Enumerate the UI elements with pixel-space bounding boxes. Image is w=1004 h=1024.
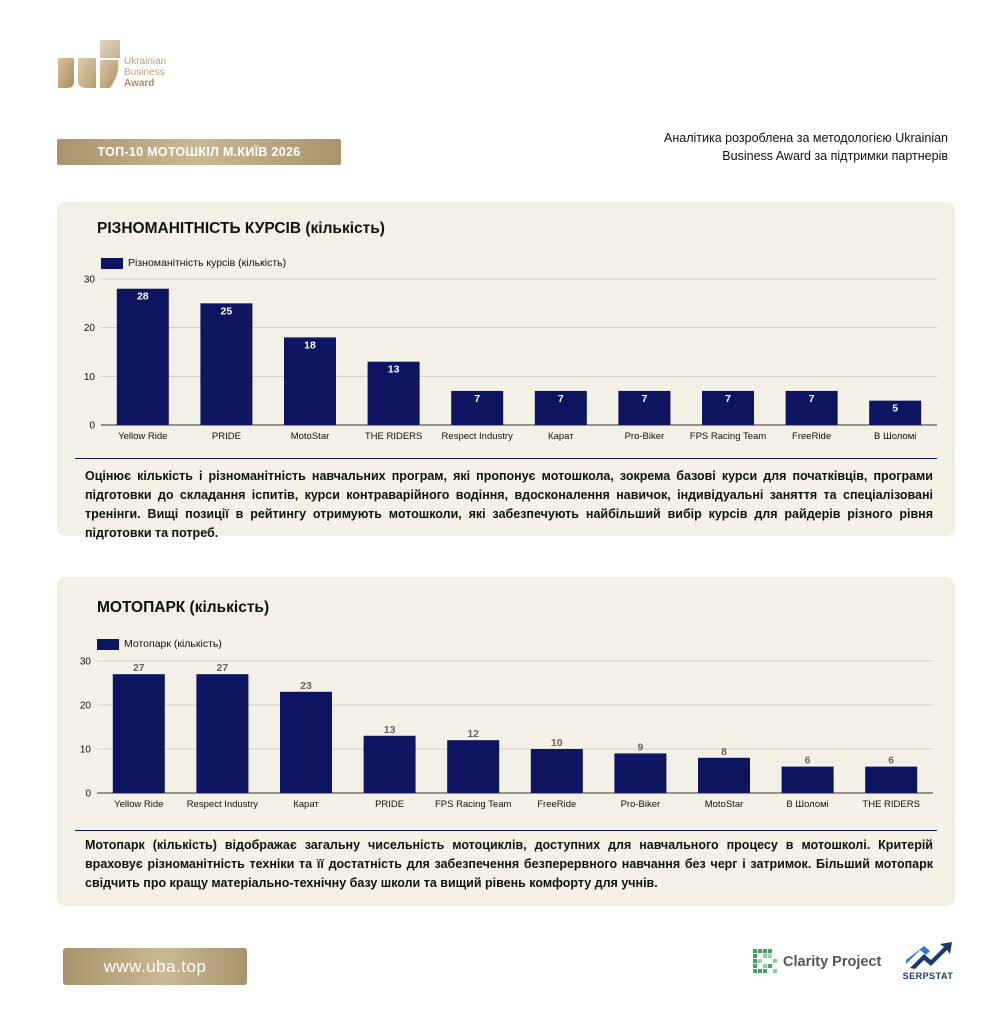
bar: [451, 390, 504, 425]
x-category-label: Respect Industry: [442, 431, 514, 442]
legend-swatch: [97, 638, 119, 650]
y-tick-label: 20: [84, 323, 96, 334]
x-category-label: THE RIDERS: [862, 799, 920, 810]
logo-line-2: Business: [124, 67, 165, 78]
legend-label: Різноманітність курсів (кількість): [128, 257, 287, 269]
bar: [112, 674, 165, 793]
y-tick-label: 0: [89, 421, 95, 432]
data-label: 8: [721, 746, 727, 758]
x-category-label: THE RIDERS: [365, 431, 423, 442]
bar: [367, 361, 420, 425]
panel-title: РІЗНОМАНІТНІСТЬ КУРСІВ (кількість): [97, 220, 385, 237]
x-category-label: MotoStar: [291, 431, 330, 442]
bar: [116, 288, 169, 425]
data-label: 5: [892, 403, 898, 415]
bar: [869, 400, 922, 425]
bar: [618, 390, 671, 425]
logo-line-1: Ukrainian: [124, 56, 167, 67]
bar: [530, 749, 583, 793]
bar: [865, 766, 918, 793]
data-label: 6: [888, 755, 894, 767]
bar: [447, 740, 500, 793]
ukrainian-business-award-logo: Ukrainian Business Award: [56, 36, 176, 92]
data-label: 7: [474, 393, 480, 405]
y-tick-label: 20: [80, 701, 92, 712]
course-variety-chart: 0 10 20 30 28 Yellow Ride 25 PRIDE 18 MotoStar 13 T…: [84, 275, 937, 442]
data-label: 18: [304, 339, 316, 351]
clarity-project-logo: Clarity Project: [753, 948, 881, 976]
serpstat-logo: SERPSTAT: [898, 940, 958, 984]
data-label: 27: [133, 662, 145, 674]
x-category-label: Yellow Ride: [118, 431, 167, 442]
bar: [284, 337, 336, 425]
x-category-label: FPS Racing Team: [690, 431, 766, 442]
serpstat-arrow-icon: [906, 942, 952, 969]
logo-line-3: Award: [124, 78, 155, 89]
bar: [781, 766, 834, 793]
y-tick-label: 30: [84, 275, 96, 286]
bar: [363, 735, 416, 793]
report-title-banner: ТОП-10 МОТОШКІЛ М.КИЇВ 2026: [57, 139, 341, 165]
panel-description: Мотопарк (кількість) відображає загальну…: [85, 838, 933, 890]
legend-swatch: [101, 257, 123, 269]
data-label: 7: [809, 393, 815, 405]
data-label: 9: [637, 741, 643, 753]
clarity-grid-icon: [753, 949, 777, 973]
data-label: 7: [725, 393, 731, 405]
x-category-label: FreeRide: [537, 799, 576, 810]
legend-label: Мотопарк (кількість): [124, 638, 222, 650]
x-category-label: В Шоломі: [874, 431, 916, 442]
data-label: 13: [388, 364, 400, 376]
serpstat-name: SERPSTAT: [902, 971, 954, 981]
chart-legend: Різноманітність курсів (кількість): [101, 257, 286, 269]
bar: [614, 753, 667, 793]
data-label: 25: [221, 305, 233, 317]
x-category-label: FPS Racing Team: [435, 799, 511, 810]
clarity-project-name: Clarity Project: [783, 954, 882, 970]
y-tick-label: 0: [85, 789, 91, 800]
divider-line: [75, 458, 937, 459]
y-tick-label: 30: [80, 657, 92, 668]
logo-text: Ukrainian Business Award: [124, 56, 166, 89]
x-category-label: Yellow Ride: [114, 799, 163, 810]
moto-fleet-chart: 0 10 20 30 27 Yellow Ride 27 Respect Industry 23…: [80, 657, 933, 810]
x-category-label: Карат: [548, 431, 574, 442]
bar: [280, 691, 332, 793]
panel-description: Оцінює кількість і різноманітність навча…: [85, 469, 933, 540]
data-label: 12: [467, 728, 479, 740]
uba-logo-icon: [58, 40, 120, 88]
x-category-label: Карат: [293, 799, 319, 810]
bar: [698, 757, 750, 793]
x-category-label: Respect Industry: [187, 799, 259, 810]
data-label: 28: [137, 291, 149, 303]
divider-line: [75, 830, 937, 831]
course-variety-panel: РІЗНОМАНІТНІСТЬ КУРСІВ (кількість) Різно…: [57, 202, 955, 540]
data-label: 23: [300, 680, 312, 692]
data-label: 10: [551, 737, 563, 749]
x-category-label: PRIDE: [375, 799, 404, 810]
panel-title: МОТОПАРК (кількість): [97, 599, 270, 616]
data-label: 13: [384, 724, 396, 736]
x-category-label: Pro-Biker: [621, 799, 661, 810]
x-category-label: MotoStar: [705, 799, 744, 810]
data-label: 6: [805, 755, 811, 767]
data-label: 7: [558, 393, 564, 405]
x-category-label: FreeRide: [792, 431, 831, 442]
chart-legend: Мотопарк (кількість): [97, 638, 222, 650]
website-link[interactable]: www.uba.top: [63, 948, 247, 985]
bar: [534, 390, 587, 425]
y-tick-label: 10: [84, 372, 96, 383]
bar: [785, 390, 838, 425]
bar: [196, 674, 249, 793]
x-category-label: PRIDE: [212, 431, 241, 442]
data-label: 7: [641, 393, 647, 405]
x-category-label: Pro-Biker: [625, 431, 665, 442]
bar: [200, 303, 253, 425]
bar: [702, 390, 754, 425]
moto-fleet-panel: МОТОПАРК (кількість) Мотопарк (кількість…: [57, 577, 955, 906]
methodology-note: Аналітика розроблена за методологією Ukr…: [664, 131, 948, 163]
x-category-label: В Шоломі: [786, 799, 828, 810]
data-label: 27: [217, 662, 229, 674]
y-tick-label: 10: [80, 745, 92, 756]
